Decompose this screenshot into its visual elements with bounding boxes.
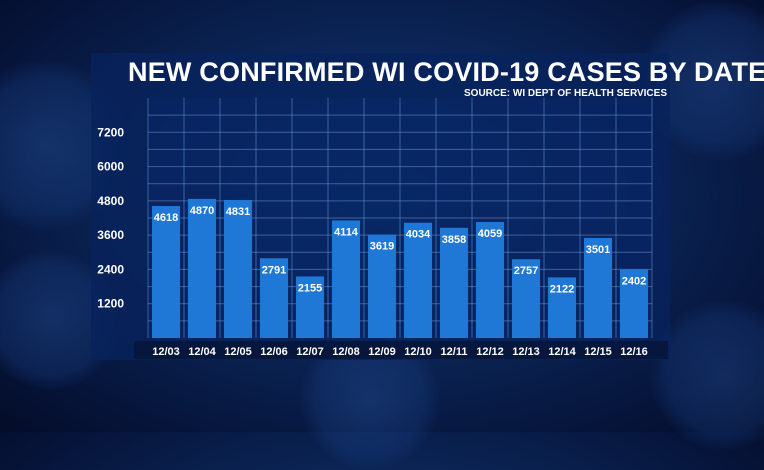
- data-label: 3501: [586, 244, 610, 256]
- bar-chart: 1200 2400 3600 4800 6000 7200 4618 12/03 4870 12/…: [97, 98, 668, 359]
- x-axis-strip: [134, 341, 668, 359]
- x-tick-label: 12/14: [548, 346, 576, 358]
- y-tick-label: 4800: [97, 194, 124, 208]
- bar: [511, 259, 541, 338]
- x-tick-label: 12/06: [260, 346, 288, 358]
- bar: [367, 234, 397, 338]
- data-label: 4618: [154, 212, 178, 224]
- y-tick-label: 1200: [97, 297, 124, 311]
- data-label: 2155: [298, 282, 322, 294]
- x-tick-label: 12/09: [368, 346, 396, 358]
- bar: [547, 277, 577, 338]
- data-label: 4034: [406, 229, 431, 241]
- data-label: 3858: [442, 234, 466, 246]
- bar: [295, 276, 325, 338]
- bar: [403, 222, 433, 338]
- bar: [475, 222, 505, 338]
- x-tick-label: 12/13: [512, 346, 540, 358]
- x-tick-label: 12/07: [296, 346, 324, 358]
- y-tick-label: 2400: [97, 262, 124, 276]
- x-tick-label: 12/08: [332, 346, 360, 358]
- x-tick-label: 12/05: [224, 346, 252, 358]
- chart-title: NEW CONFIRMED WI COVID-19 CASES BY DATE: [128, 57, 764, 87]
- data-label: 2757: [514, 265, 538, 277]
- x-tick-label: 12/15: [584, 346, 612, 358]
- bar: [223, 199, 253, 338]
- y-tick-label: 7200: [97, 125, 124, 139]
- bar: [259, 258, 289, 338]
- bar: [187, 198, 217, 338]
- x-tick-label: 12/11: [441, 346, 468, 358]
- data-label: 3619: [370, 241, 394, 253]
- data-label: 2402: [622, 275, 646, 287]
- data-label: 4059: [478, 228, 502, 240]
- data-label: 4870: [190, 205, 214, 217]
- x-tick-label: 12/16: [620, 346, 648, 358]
- bar: [439, 227, 469, 338]
- data-label: 4114: [334, 226, 359, 238]
- bar: [583, 237, 613, 338]
- data-label: 2122: [550, 283, 574, 295]
- bar: [151, 206, 181, 338]
- y-tick-label: 3600: [97, 228, 124, 242]
- data-label: 4831: [226, 206, 250, 218]
- x-tick-label: 12/12: [476, 346, 504, 358]
- bar: [331, 220, 361, 338]
- x-tick-label: 12/10: [404, 346, 432, 358]
- x-tick-label: 12/04: [188, 346, 216, 358]
- x-tick-label: 12/03: [152, 346, 180, 358]
- data-label: 2791: [262, 264, 286, 276]
- chart-source: SOURCE: WI DEPT OF HEALTH SERVICES: [464, 88, 667, 99]
- y-tick-label: 6000: [97, 160, 124, 174]
- bar: [619, 269, 649, 338]
